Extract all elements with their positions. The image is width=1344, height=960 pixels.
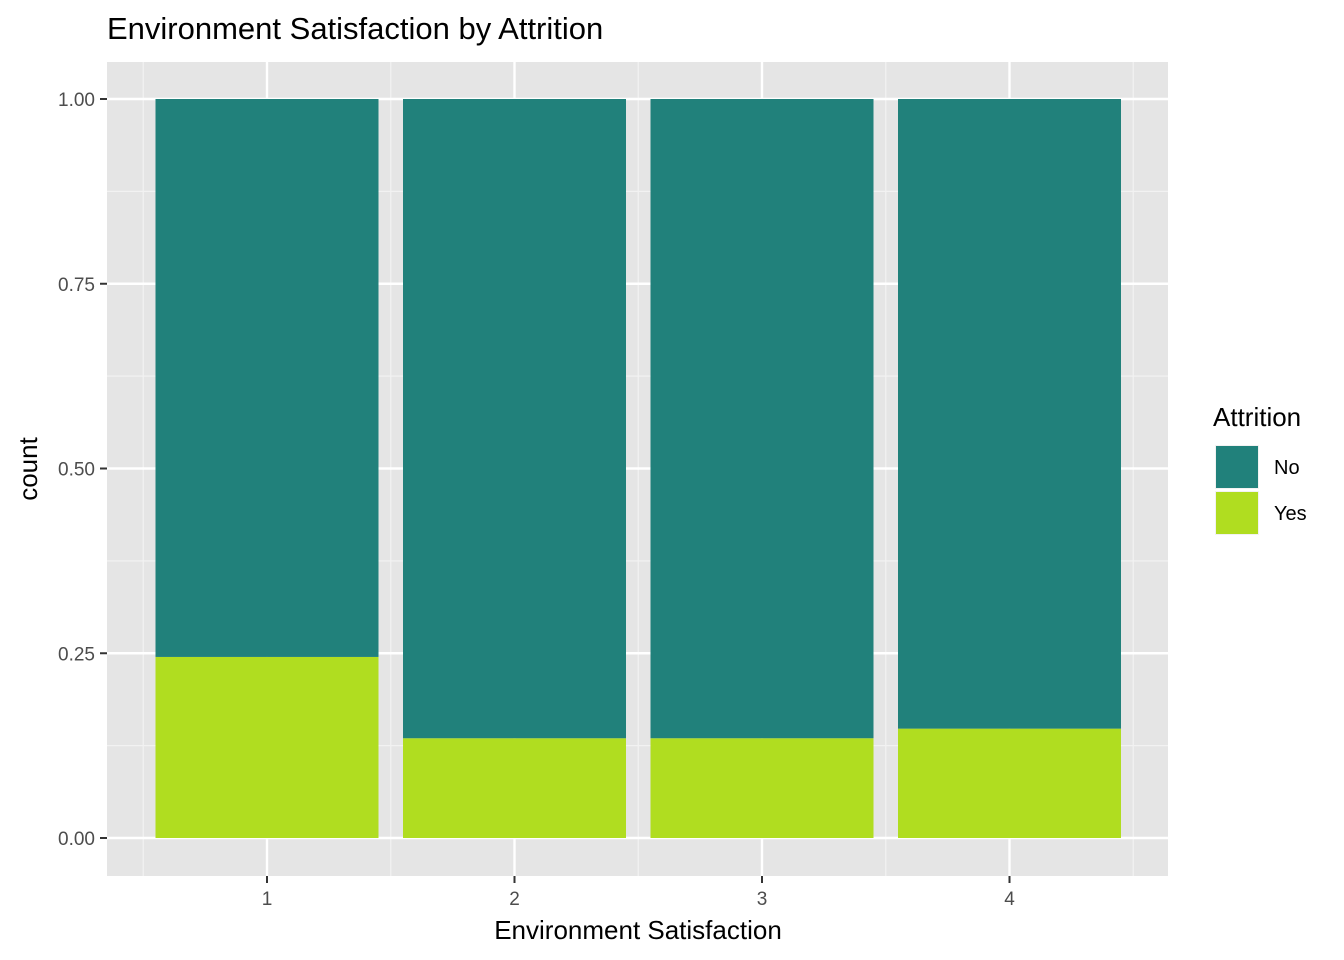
bar-no-1 [155, 99, 379, 657]
legend-title: Attrition [1213, 402, 1301, 432]
y-tick-label: 0.75 [58, 275, 95, 296]
bar-no-2 [403, 99, 626, 739]
y-tick-label: 0.25 [58, 644, 95, 665]
x-tick-label: 1 [262, 889, 273, 910]
y-tick-label: 0.00 [58, 829, 95, 850]
legend-swatch-no [1216, 446, 1258, 488]
x-axis-title: Environment Satisfaction [494, 915, 782, 945]
x-tick-label: 2 [509, 889, 520, 910]
bar-yes-1 [155, 656, 379, 838]
bar-no-4 [898, 99, 1121, 729]
bar-no-3 [650, 99, 874, 739]
chart-title: Environment Satisfaction by Attrition [107, 11, 603, 46]
bar-yes-3 [650, 738, 874, 838]
x-axis: 1 2 3 4 [262, 876, 1015, 910]
bar-yes-4 [898, 728, 1121, 838]
x-tick-label: 4 [1004, 889, 1015, 910]
legend-swatch-yes [1216, 492, 1258, 534]
legend-label-no: No [1274, 457, 1300, 479]
x-tick-label: 3 [757, 889, 768, 910]
y-tick-label: 0.50 [58, 460, 95, 481]
legend-label-yes: Yes [1274, 503, 1307, 525]
y-axis: 0.00 0.25 0.50 0.75 1.00 [58, 90, 107, 850]
bars-layer [155, 99, 1121, 838]
legend: Attrition No Yes [1213, 402, 1307, 535]
bar-yes-2 [403, 738, 626, 838]
y-axis-title: count [13, 436, 43, 500]
y-tick-label: 1.00 [58, 90, 95, 111]
